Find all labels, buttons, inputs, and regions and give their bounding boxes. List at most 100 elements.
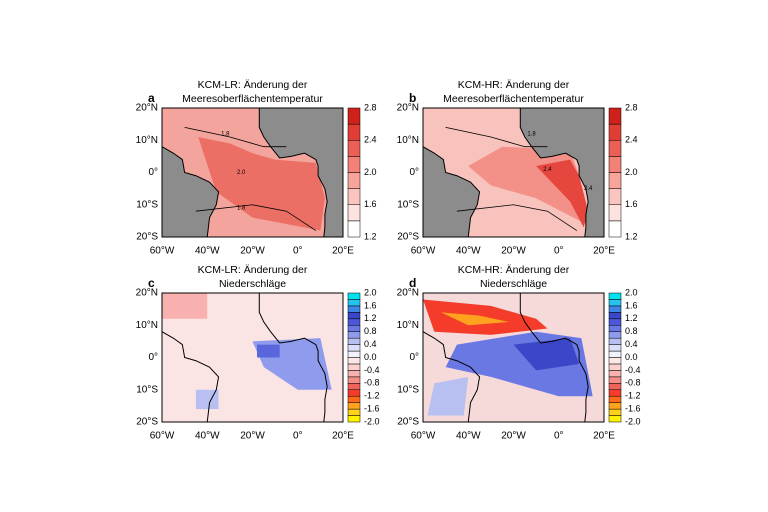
panel-title: Niederschläge [219, 278, 286, 290]
colorbar-box [608, 107, 622, 125]
field-region [195, 389, 219, 410]
colorbar-box [347, 107, 361, 125]
lon-label: 40°W [456, 246, 481, 257]
lon-label: 20°W [240, 431, 265, 442]
field-region [198, 137, 325, 231]
colorbar-box [347, 402, 361, 410]
panel-letter: d [409, 276, 416, 290]
colorbar-label: 1.2 [625, 231, 638, 241]
colorbar-label: -1.2 [364, 391, 380, 401]
map-panel [422, 292, 605, 423]
colorbar-box [608, 318, 622, 326]
map-panel: 1.8 2.4 2.4 [422, 107, 605, 238]
colorbar-label: -0.4 [625, 365, 641, 375]
colorbar-label: -2.0 [625, 416, 641, 426]
lat-label: 20°S [397, 417, 419, 428]
colorbar-box [347, 395, 361, 403]
colorbar-box [608, 312, 622, 320]
colorbar-box [608, 344, 622, 352]
contour-line [456, 204, 578, 231]
panel-title: KCM-LR: Änderung der [198, 79, 308, 91]
colorbar-label: 1.2 [625, 313, 638, 323]
colorbar-box [347, 140, 361, 157]
field-region [427, 376, 469, 416]
lat-label: 10°S [397, 384, 419, 395]
colorbar-label: 2.0 [625, 287, 638, 297]
colorbar-box [347, 299, 361, 307]
map-frame [422, 107, 605, 238]
colorbar-box [608, 140, 622, 157]
colorbar-box [608, 204, 622, 222]
panel-letter: b [409, 91, 416, 105]
lon-label: 0° [554, 246, 564, 257]
lon-label: 20°W [240, 246, 265, 257]
colorbar-box [608, 395, 622, 403]
lon-label: 60°W [411, 246, 436, 257]
panel-title: KCM-HR: Änderung der [458, 264, 570, 276]
colorbar-label: 2.4 [364, 135, 377, 145]
lat-label: 10°S [136, 199, 158, 210]
lat-label: 0° [148, 167, 158, 178]
colorbar-box [608, 357, 622, 365]
contour-line [195, 204, 317, 231]
colorbar-label: -0.8 [625, 378, 641, 388]
map-frame [161, 107, 344, 238]
lat-label: 10°N [136, 320, 158, 331]
colorbar-box [608, 325, 622, 332]
colorbar-box [347, 204, 361, 222]
colorbar-label: 0.8 [625, 326, 638, 336]
colorbar-box [347, 389, 361, 397]
colorbar-box [608, 156, 622, 173]
colorbar-label: 0.4 [625, 339, 638, 349]
lon-label: 60°W [150, 431, 175, 442]
colorbar-box [347, 357, 361, 365]
lat-label: 0° [148, 352, 158, 363]
colorbar-label: 0.4 [364, 339, 377, 349]
colorbar-box [347, 325, 361, 332]
panel-title: KCM-HR: Änderung der [458, 79, 570, 91]
lon-label: 40°W [195, 246, 220, 257]
colorbar-label: 1.2 [364, 231, 377, 241]
map-frame [161, 292, 344, 423]
colorbar-label: 2.4 [625, 135, 638, 145]
colorbar-box [608, 331, 622, 339]
colorbar-box [608, 292, 622, 300]
colorbar-box [347, 292, 361, 300]
colorbar-box [608, 305, 622, 313]
colorbar-box [347, 363, 361, 371]
lat-label: 20°N [397, 288, 419, 299]
coastline [422, 331, 481, 423]
contour-label: 1.8 [527, 131, 536, 137]
panel-letter: c [148, 276, 155, 290]
colorbar-box [347, 123, 361, 141]
colorbar-box [347, 415, 361, 423]
lon-label: 20°W [501, 246, 526, 257]
colorbar-label: -1.2 [625, 391, 641, 401]
lon-label: 40°W [195, 431, 220, 442]
field-region [441, 312, 509, 326]
contour-label: 1.8 [237, 206, 246, 212]
lat-label: 10°S [136, 384, 158, 395]
colorbar-box [347, 188, 361, 205]
lat-label: 20°N [136, 103, 158, 114]
lat-label: 20°S [136, 417, 158, 428]
colorbar-box [347, 337, 361, 345]
colorbar-label: 1.6 [625, 199, 638, 209]
lon-label: 60°W [411, 431, 436, 442]
panel-title: KCM-LR: Änderung der [198, 264, 308, 276]
colorbar-box [347, 370, 361, 378]
lon-label: 0° [293, 246, 303, 257]
colorbar-box [608, 350, 622, 358]
field-region [536, 159, 589, 228]
colorbar-label: 2.0 [364, 287, 377, 297]
colorbar-box [347, 312, 361, 320]
lat-label: 0° [409, 167, 419, 178]
colorbar-label: 1.6 [625, 300, 638, 310]
lon-label: 20°E [332, 431, 354, 442]
colorbar-label: 1.6 [364, 199, 377, 209]
colorbar-label: 0.0 [364, 352, 377, 362]
contour-line [184, 126, 287, 148]
contour-label: 2.4 [543, 167, 552, 173]
field-region [513, 338, 580, 371]
lon-label: 20°E [593, 246, 615, 257]
